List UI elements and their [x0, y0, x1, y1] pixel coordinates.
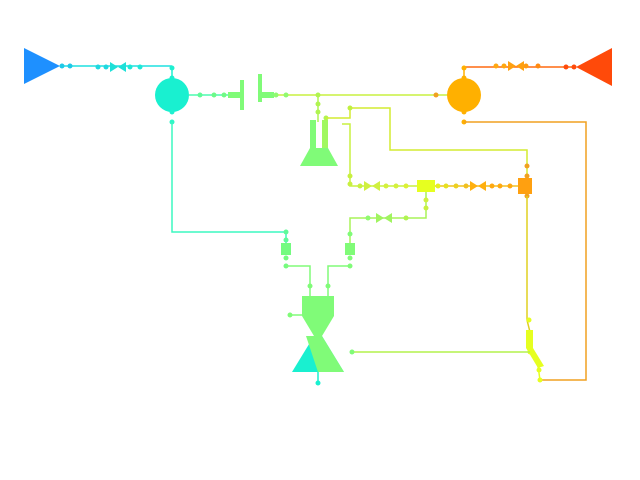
- junction-dot: [349, 349, 355, 355]
- junction-dot: [59, 63, 65, 69]
- junction-dot: [497, 183, 503, 189]
- junction-dot: [283, 92, 289, 98]
- junction-dot: [95, 64, 101, 70]
- junction-dot: [571, 64, 577, 70]
- junction-dot: [507, 183, 513, 189]
- junction-dot: [423, 205, 429, 211]
- junction-dot: [383, 183, 389, 189]
- gg-fuel-valve-icon: [364, 181, 380, 191]
- junction-dot: [211, 92, 217, 98]
- fuel-valve-block-icon: [281, 243, 291, 255]
- junction-dot: [523, 63, 529, 69]
- nozzle-valve-icon: [526, 330, 544, 368]
- oxidizer-injector-line: [327, 265, 350, 296]
- junction-dot: [347, 105, 353, 111]
- injector-valve-icon: [376, 213, 392, 223]
- junction-dot: [443, 183, 449, 189]
- oxidizer-main-line: [464, 121, 587, 381]
- junction-dot: [283, 229, 289, 235]
- junction-dot: [463, 183, 469, 189]
- junction-dot: [169, 65, 175, 71]
- junction-dot: [169, 109, 175, 115]
- junction-dot: [423, 197, 429, 203]
- fuel-inlet-triangle-icon: [24, 48, 60, 84]
- oxidizer-valve-icon: [508, 61, 524, 71]
- junction-dot: [325, 283, 331, 289]
- oxidizer-downcomer-line: [526, 196, 531, 333]
- junction-dot: [347, 255, 353, 261]
- junction-dot: [435, 183, 441, 189]
- junction-dot: [524, 173, 530, 179]
- combustion-chamber-nozzle-icon: [292, 296, 344, 372]
- junction-dot: [524, 163, 530, 169]
- oxidizer-valve-block-icon: [345, 243, 355, 255]
- junction-dot: [393, 183, 399, 189]
- junction-dot: [67, 63, 73, 69]
- junction-dot: [127, 64, 133, 70]
- junction-dot: [197, 92, 203, 98]
- junction-dot: [563, 64, 569, 70]
- oxidizer-pump-circle-icon: [447, 78, 481, 112]
- gas-generator-flask-icon: [300, 120, 338, 166]
- junction-dot: [403, 183, 409, 189]
- junction-dot: [461, 65, 467, 71]
- fuel-injector-line: [286, 265, 311, 296]
- junction-dot: [137, 64, 143, 70]
- gg-oxidizer-line: [326, 107, 528, 180]
- mixer-block-icon: [417, 180, 435, 192]
- junction-dot: [273, 92, 279, 98]
- oxidizer-inlet-triangle-icon: [576, 48, 612, 86]
- junction-dot: [493, 63, 499, 69]
- junction-dot: [489, 183, 495, 189]
- junction-dot: [347, 181, 353, 187]
- junction-dot: [315, 101, 321, 107]
- junction-dot: [403, 215, 409, 221]
- junction-dot: [103, 64, 109, 70]
- junction-dot: [453, 183, 459, 189]
- junction-dot: [365, 215, 371, 221]
- junction-dot: [221, 92, 227, 98]
- junction-dot: [526, 317, 532, 323]
- junction-dot: [307, 283, 313, 289]
- fuel-valve-icon: [110, 62, 126, 72]
- junction-dot: [347, 173, 353, 179]
- gg-fuel-line: [342, 123, 420, 187]
- junction-dot: [347, 231, 353, 237]
- fuel-cooling-line: [171, 122, 287, 244]
- junction-dot: [535, 63, 541, 69]
- junction-dot: [461, 109, 467, 115]
- fuel-pump-circle-icon: [155, 78, 189, 112]
- junction-dot: [501, 63, 507, 69]
- junction-dot: [357, 183, 363, 189]
- turbine-icon: [228, 74, 274, 110]
- junction-dot: [283, 255, 289, 261]
- junction-dot: [536, 367, 542, 373]
- junction-dot: [283, 237, 289, 243]
- oxidizer-manifold-block-icon: [518, 178, 532, 194]
- junction-dot: [315, 109, 321, 115]
- gg-oxidizer-valve-icon: [470, 181, 486, 191]
- junction-dot: [433, 92, 439, 98]
- junction-dot: [315, 380, 321, 386]
